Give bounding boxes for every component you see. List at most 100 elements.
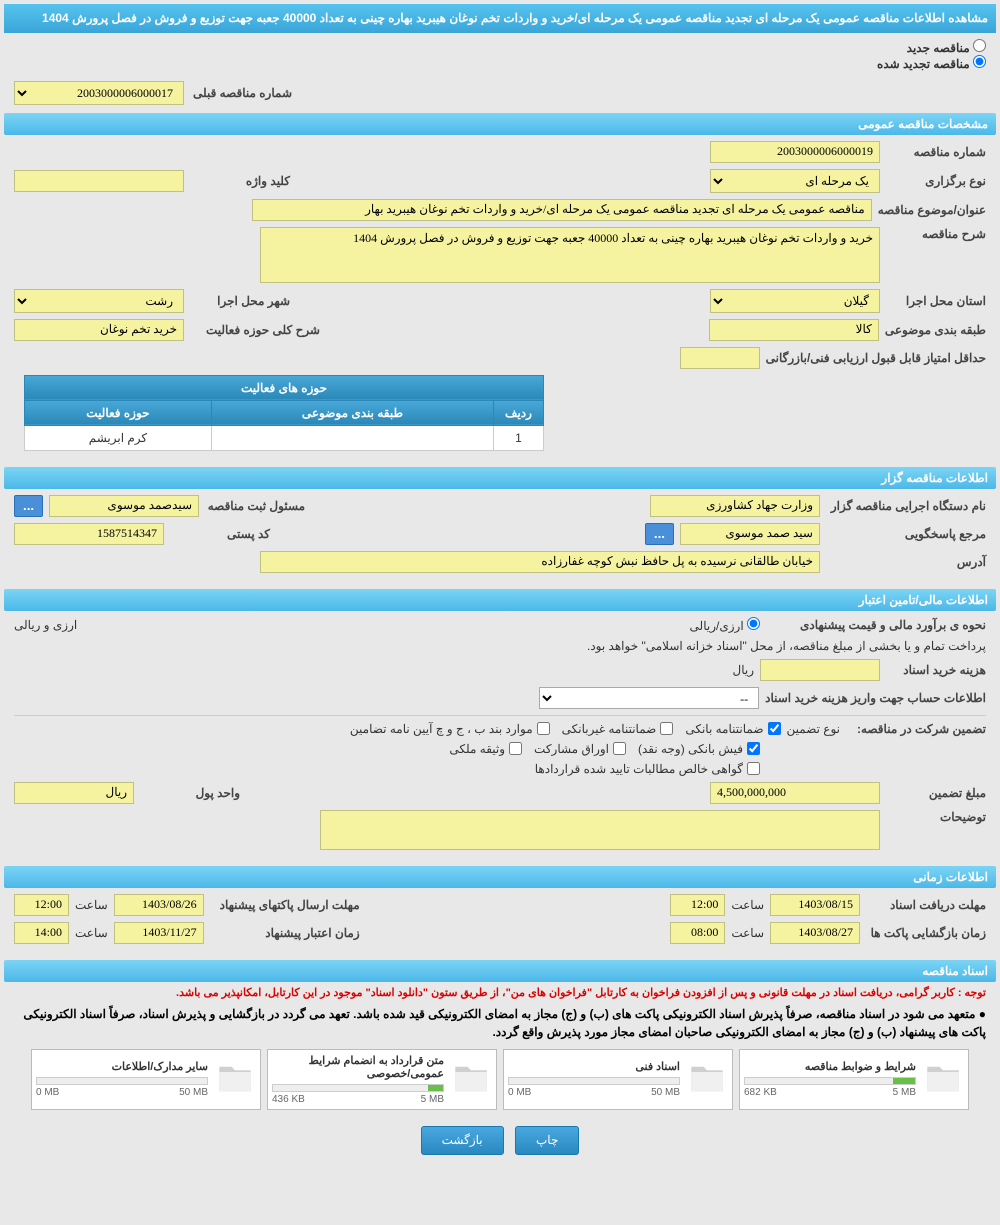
guarantee-type-label: نوع تضمین: [787, 722, 840, 736]
prev-num-select[interactable]: 2003000006000017: [14, 81, 184, 105]
open-date[interactable]: [770, 922, 860, 944]
doc-card[interactable]: شرایط و ضوابط مناقصه 682 KB5 MB: [739, 1049, 969, 1110]
g-deed[interactable]: وثیقه ملکی: [449, 742, 522, 756]
progress-bar: [508, 1077, 680, 1085]
submit-date[interactable]: [114, 894, 204, 916]
folder-icon: [922, 1058, 964, 1100]
doc-used: 0 MB: [36, 1087, 59, 1098]
doc-card[interactable]: متن قرارداد به انضمام شرایط عمومی/خصوصی …: [267, 1049, 497, 1110]
doc-cost-unit: ریال: [732, 663, 754, 677]
city-label: شهر محل اجرا: [190, 294, 290, 308]
keyword-label: کلید واژه: [190, 174, 290, 188]
prev-num-label: شماره مناقصه قبلی: [192, 86, 292, 100]
receive-date[interactable]: [770, 894, 860, 916]
responder-label: مرجع پاسخگویی: [826, 527, 986, 541]
back-button[interactable]: بازگشت: [421, 1126, 504, 1155]
category-label: طبقه بندی موضوعی: [885, 323, 986, 337]
validity-time[interactable]: [14, 922, 69, 944]
guarantee-label: تضمین شرکت در مناقصه:: [846, 722, 986, 736]
type-label: نوع برگزاری: [886, 174, 986, 188]
submit-time-label: ساعت: [75, 898, 108, 912]
doc-card[interactable]: اسناد فنی 0 MB50 MB: [503, 1049, 733, 1110]
activity-table: حوزه های فعالیت ردیف طبقه بندی موضوعی حو…: [24, 375, 544, 451]
category-input[interactable]: [709, 319, 879, 341]
registrar-label: مسئول ثبت مناقصه: [205, 499, 305, 513]
province-select[interactable]: گیلان: [710, 289, 880, 313]
currency-radio[interactable]: ارزی/ریالی: [690, 617, 760, 633]
tender-num-label: شماره مناقصه: [886, 145, 986, 159]
activity-desc-input[interactable]: [14, 319, 184, 341]
col-area: حوزه فعالیت: [25, 400, 212, 425]
cell-area: کرم ابریشم: [25, 425, 212, 450]
doc-title: متن قرارداد به انضمام شرایط عمومی/خصوصی: [272, 1054, 444, 1080]
doc-cost-input[interactable]: [760, 659, 880, 681]
submit-time[interactable]: [14, 894, 69, 916]
folder-icon: [686, 1058, 728, 1100]
title-input[interactable]: [252, 199, 872, 221]
section-financial: اطلاعات مالی/تامین اعتبار: [4, 589, 996, 611]
notes-label: توضیحات: [886, 810, 986, 824]
type-select[interactable]: یک مرحله ای: [710, 169, 880, 193]
g-receivables[interactable]: گواهی خالص مطالبات تایید شده قراردادها: [535, 762, 760, 776]
activity-desc-label: شرح کلی حوزه فعالیت: [190, 323, 320, 337]
keyword-input[interactable]: [14, 170, 184, 192]
activity-table-title: حوزه های فعالیت: [25, 375, 544, 400]
radio-new[interactable]: مناقصه جدید: [907, 41, 986, 55]
open-time-label: ساعت: [731, 926, 764, 940]
payment-info-select[interactable]: --: [539, 687, 759, 709]
progress-bar: [272, 1084, 444, 1092]
validity-date[interactable]: [114, 922, 204, 944]
province-label: استان محل اجرا: [886, 294, 986, 308]
print-button[interactable]: چاپ: [515, 1126, 579, 1155]
radio-renew-label: مناقصه تجدید شده: [877, 57, 970, 71]
doc-title: شرایط و ضوابط مناقصه: [744, 1060, 916, 1073]
folder-icon: [214, 1058, 256, 1100]
unit-input[interactable]: [14, 782, 134, 804]
currency-type-label: ارزی و ریالی: [14, 618, 77, 632]
desc-textarea[interactable]: [260, 227, 880, 283]
doc-used: 436 KB: [272, 1094, 305, 1105]
currency-radio-label: ارزی/ریالی: [690, 619, 744, 633]
responder-lookup-button[interactable]: ...: [645, 523, 674, 545]
min-score-input[interactable]: [680, 347, 760, 369]
progress-bar: [36, 1077, 208, 1085]
postal-input[interactable]: [14, 523, 164, 545]
g-bonds[interactable]: اوراق مشارکت: [534, 742, 626, 756]
g-cash[interactable]: فیش بانکی (وجه نقد): [638, 742, 760, 756]
responder-input[interactable]: [680, 523, 820, 545]
receive-time-label: ساعت: [731, 898, 764, 912]
open-time[interactable]: [670, 922, 725, 944]
g-bank[interactable]: ضمانتنامه بانکی: [685, 722, 780, 736]
doc-total: 50 MB: [179, 1087, 208, 1098]
g-rules[interactable]: موارد بند ب ، ج و چ آیین نامه تضامین: [350, 722, 550, 736]
amount-label: مبلغ تضمین: [886, 786, 986, 800]
radio-renew[interactable]: مناقصه تجدید شده: [877, 57, 986, 71]
notice-red: توجه : کاربر گرامی، دریافت اسناد در مهلت…: [4, 982, 996, 1003]
open-label: زمان بازگشایی پاکت ها: [866, 926, 986, 940]
doc-cost-label: هزینه خرید اسناد: [886, 663, 986, 677]
commitment-text: ● متعهد می شود در اسناد مناقصه، صرفاً پذ…: [4, 1003, 996, 1043]
desc-label: شرح مناقصه: [886, 227, 986, 241]
notes-textarea[interactable]: [320, 810, 880, 850]
doc-card[interactable]: سایر مدارک/اطلاعات 0 MB 50 MB: [31, 1049, 261, 1110]
validity-time-label: ساعت: [75, 926, 108, 940]
doc-title: سایر مدارک/اطلاعات: [36, 1060, 208, 1073]
address-input[interactable]: [260, 551, 820, 573]
folder-icon: [450, 1058, 492, 1100]
col-cat: طبقه بندی موضوعی: [211, 400, 493, 425]
unit-label: واحد پول: [140, 786, 240, 800]
section-timing: اطلاعات زمانی: [4, 866, 996, 888]
postal-label: کد پستی: [170, 527, 270, 541]
org-input[interactable]: [650, 495, 820, 517]
section-general: مشخصات مناقصه عمومی: [4, 113, 996, 135]
receive-time[interactable]: [670, 894, 725, 916]
registrar-input[interactable]: [49, 495, 199, 517]
progress-bar: [744, 1077, 916, 1085]
city-select[interactable]: رشت: [14, 289, 184, 313]
registrar-lookup-button[interactable]: ...: [14, 495, 43, 517]
g-nonbank[interactable]: ضمانتنامه غیربانکی: [562, 722, 674, 736]
doc-used: 682 KB: [744, 1087, 777, 1098]
tender-num-input[interactable]: [710, 141, 880, 163]
amount-input[interactable]: [710, 782, 880, 804]
doc-total: 50 MB: [651, 1087, 680, 1098]
